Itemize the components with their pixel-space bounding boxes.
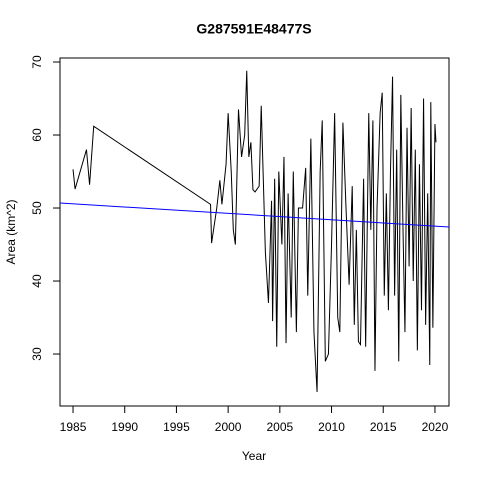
x-tick-label: 1985 — [60, 420, 87, 434]
plot-frame — [59, 57, 450, 407]
x-tick-label: 1995 — [163, 420, 190, 434]
y-tick-label: 50 — [30, 201, 44, 215]
y-tick-label: 30 — [30, 347, 44, 361]
data-line — [72, 70, 437, 393]
data-line — [59, 202, 450, 228]
x-tick-label: 2005 — [266, 420, 293, 434]
y-axis-label: Area (km^2) — [4, 200, 18, 265]
x-tick-label: 2000 — [215, 420, 242, 434]
chart-title: G287591E48477S — [196, 21, 311, 37]
y-tick-label: 60 — [30, 128, 44, 142]
y-tick-label: 70 — [30, 55, 44, 69]
x-tick-label: 2010 — [318, 420, 345, 434]
x-tick-label: 2015 — [370, 420, 397, 434]
x-tick-label: 2020 — [422, 420, 449, 434]
x-axis-label: Year — [242, 449, 266, 463]
x-tick-label: 1990 — [111, 420, 138, 434]
y-tick-label: 40 — [30, 274, 44, 288]
